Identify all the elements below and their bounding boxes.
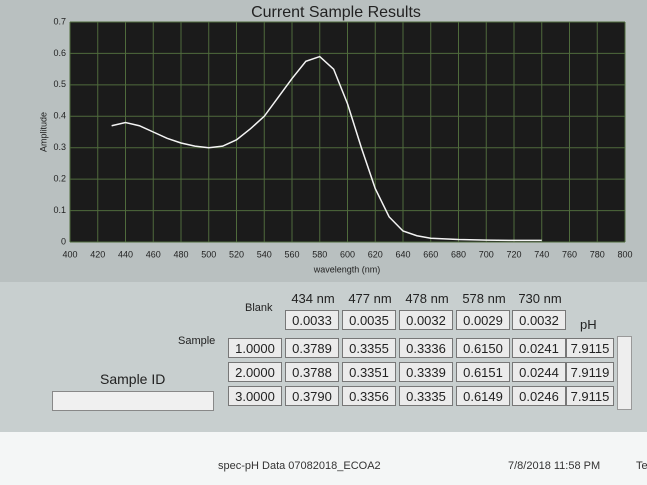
y-tick-label: 0.5 xyxy=(53,79,66,89)
x-tick-label: 800 xyxy=(617,249,632,259)
column-header: 434 nm xyxy=(291,291,335,306)
file-name: spec-pH Data 07082018_ECOA2 xyxy=(218,460,381,472)
y-tick-label: 0.3 xyxy=(53,142,66,152)
value-cell: 0.3351 xyxy=(342,362,396,382)
value-cell: 0.0246 xyxy=(512,386,566,406)
x-tick-label: 540 xyxy=(257,249,272,259)
column-header: 578 nm xyxy=(462,291,506,306)
x-tick-label: 500 xyxy=(201,249,216,259)
y-axis-label: Amplitude xyxy=(38,112,48,152)
x-tick-label: 740 xyxy=(534,249,549,259)
x-tick-label: 700 xyxy=(479,249,494,259)
sample-id-input[interactable] xyxy=(52,391,214,411)
blank-cell: 0.0032 xyxy=(512,310,566,330)
column-header: 477 nm xyxy=(348,291,392,306)
x-tick-label: 440 xyxy=(118,249,133,259)
x-tick-label: 560 xyxy=(284,249,299,259)
x-tick-label: 660 xyxy=(423,249,438,259)
y-tick-label: 0.2 xyxy=(53,174,66,184)
blank-cell: 0.0029 xyxy=(456,310,510,330)
x-tick-label: 520 xyxy=(229,249,244,259)
ph-cell: 7.9115 xyxy=(566,386,614,406)
value-cell: 0.0241 xyxy=(512,338,566,358)
value-cell: 0.3790 xyxy=(285,386,339,406)
x-tick-label: 760 xyxy=(562,249,577,259)
file-list xyxy=(0,432,647,485)
x-tick-label: 480 xyxy=(173,249,188,259)
x-tick-label: 400 xyxy=(62,249,77,259)
y-tick-label: 0 xyxy=(61,236,66,246)
value-cell: 0.3356 xyxy=(342,386,396,406)
ph-cell: 7.9115 xyxy=(566,338,614,358)
value-cell: 0.3336 xyxy=(399,338,453,358)
value-cell: 0.6149 xyxy=(456,386,510,406)
value-cell: 0.6150 xyxy=(456,338,510,358)
blank-label: Blank xyxy=(245,302,273,314)
x-tick-label: 720 xyxy=(506,249,521,259)
value-cell: 0.0244 xyxy=(512,362,566,382)
x-tick-label: 620 xyxy=(368,249,383,259)
value-cell: 0.6151 xyxy=(456,362,510,382)
value-cell: 0.3335 xyxy=(399,386,453,406)
x-axis-label: wavelength (nm) xyxy=(313,264,381,274)
sample-id-label: Sample ID xyxy=(100,371,166,387)
spectrum-line xyxy=(111,55,542,242)
sample-label: Sample xyxy=(178,335,216,347)
sample-cell: 2.0000 xyxy=(228,362,282,382)
y-tick-label: 0.4 xyxy=(53,111,66,121)
x-tick-label: 580 xyxy=(312,249,327,259)
value-cell: 0.3788 xyxy=(285,362,339,382)
scrollbar[interactable] xyxy=(617,336,632,410)
sample-cell: 1.0000 xyxy=(228,338,282,358)
x-tick-label: 640 xyxy=(395,249,410,259)
blank-cell: 0.0033 xyxy=(285,310,339,330)
y-tick-label: 0.1 xyxy=(53,205,66,215)
x-tick-label: 460 xyxy=(146,249,161,259)
blank-cell: 0.0035 xyxy=(342,310,396,330)
value-cell: 0.3789 xyxy=(285,338,339,358)
column-header: 730 nm xyxy=(518,291,562,306)
chart-title: Current Sample Results xyxy=(251,4,421,21)
x-tick-label: 780 xyxy=(590,249,605,259)
blank-cell: 0.0032 xyxy=(399,310,453,330)
column-header: 478 nm xyxy=(405,291,449,306)
ph-label: pH xyxy=(580,317,597,332)
x-tick-label: 680 xyxy=(451,249,466,259)
sample-cell: 3.0000 xyxy=(228,386,282,406)
file-type: Te xyxy=(636,460,647,472)
y-tick-label: 0.7 xyxy=(53,16,66,26)
ph-cell: 7.9119 xyxy=(566,362,614,382)
x-tick-label: 600 xyxy=(340,249,355,259)
value-cell: 0.3339 xyxy=(399,362,453,382)
value-cell: 0.3355 xyxy=(342,338,396,358)
file-date: 7/8/2018 11:58 PM xyxy=(508,460,601,472)
chart: Current Sample Results Amplitude wavelen… xyxy=(0,0,647,282)
x-tick-label: 420 xyxy=(90,249,105,259)
y-tick-label: 0.6 xyxy=(53,48,66,58)
